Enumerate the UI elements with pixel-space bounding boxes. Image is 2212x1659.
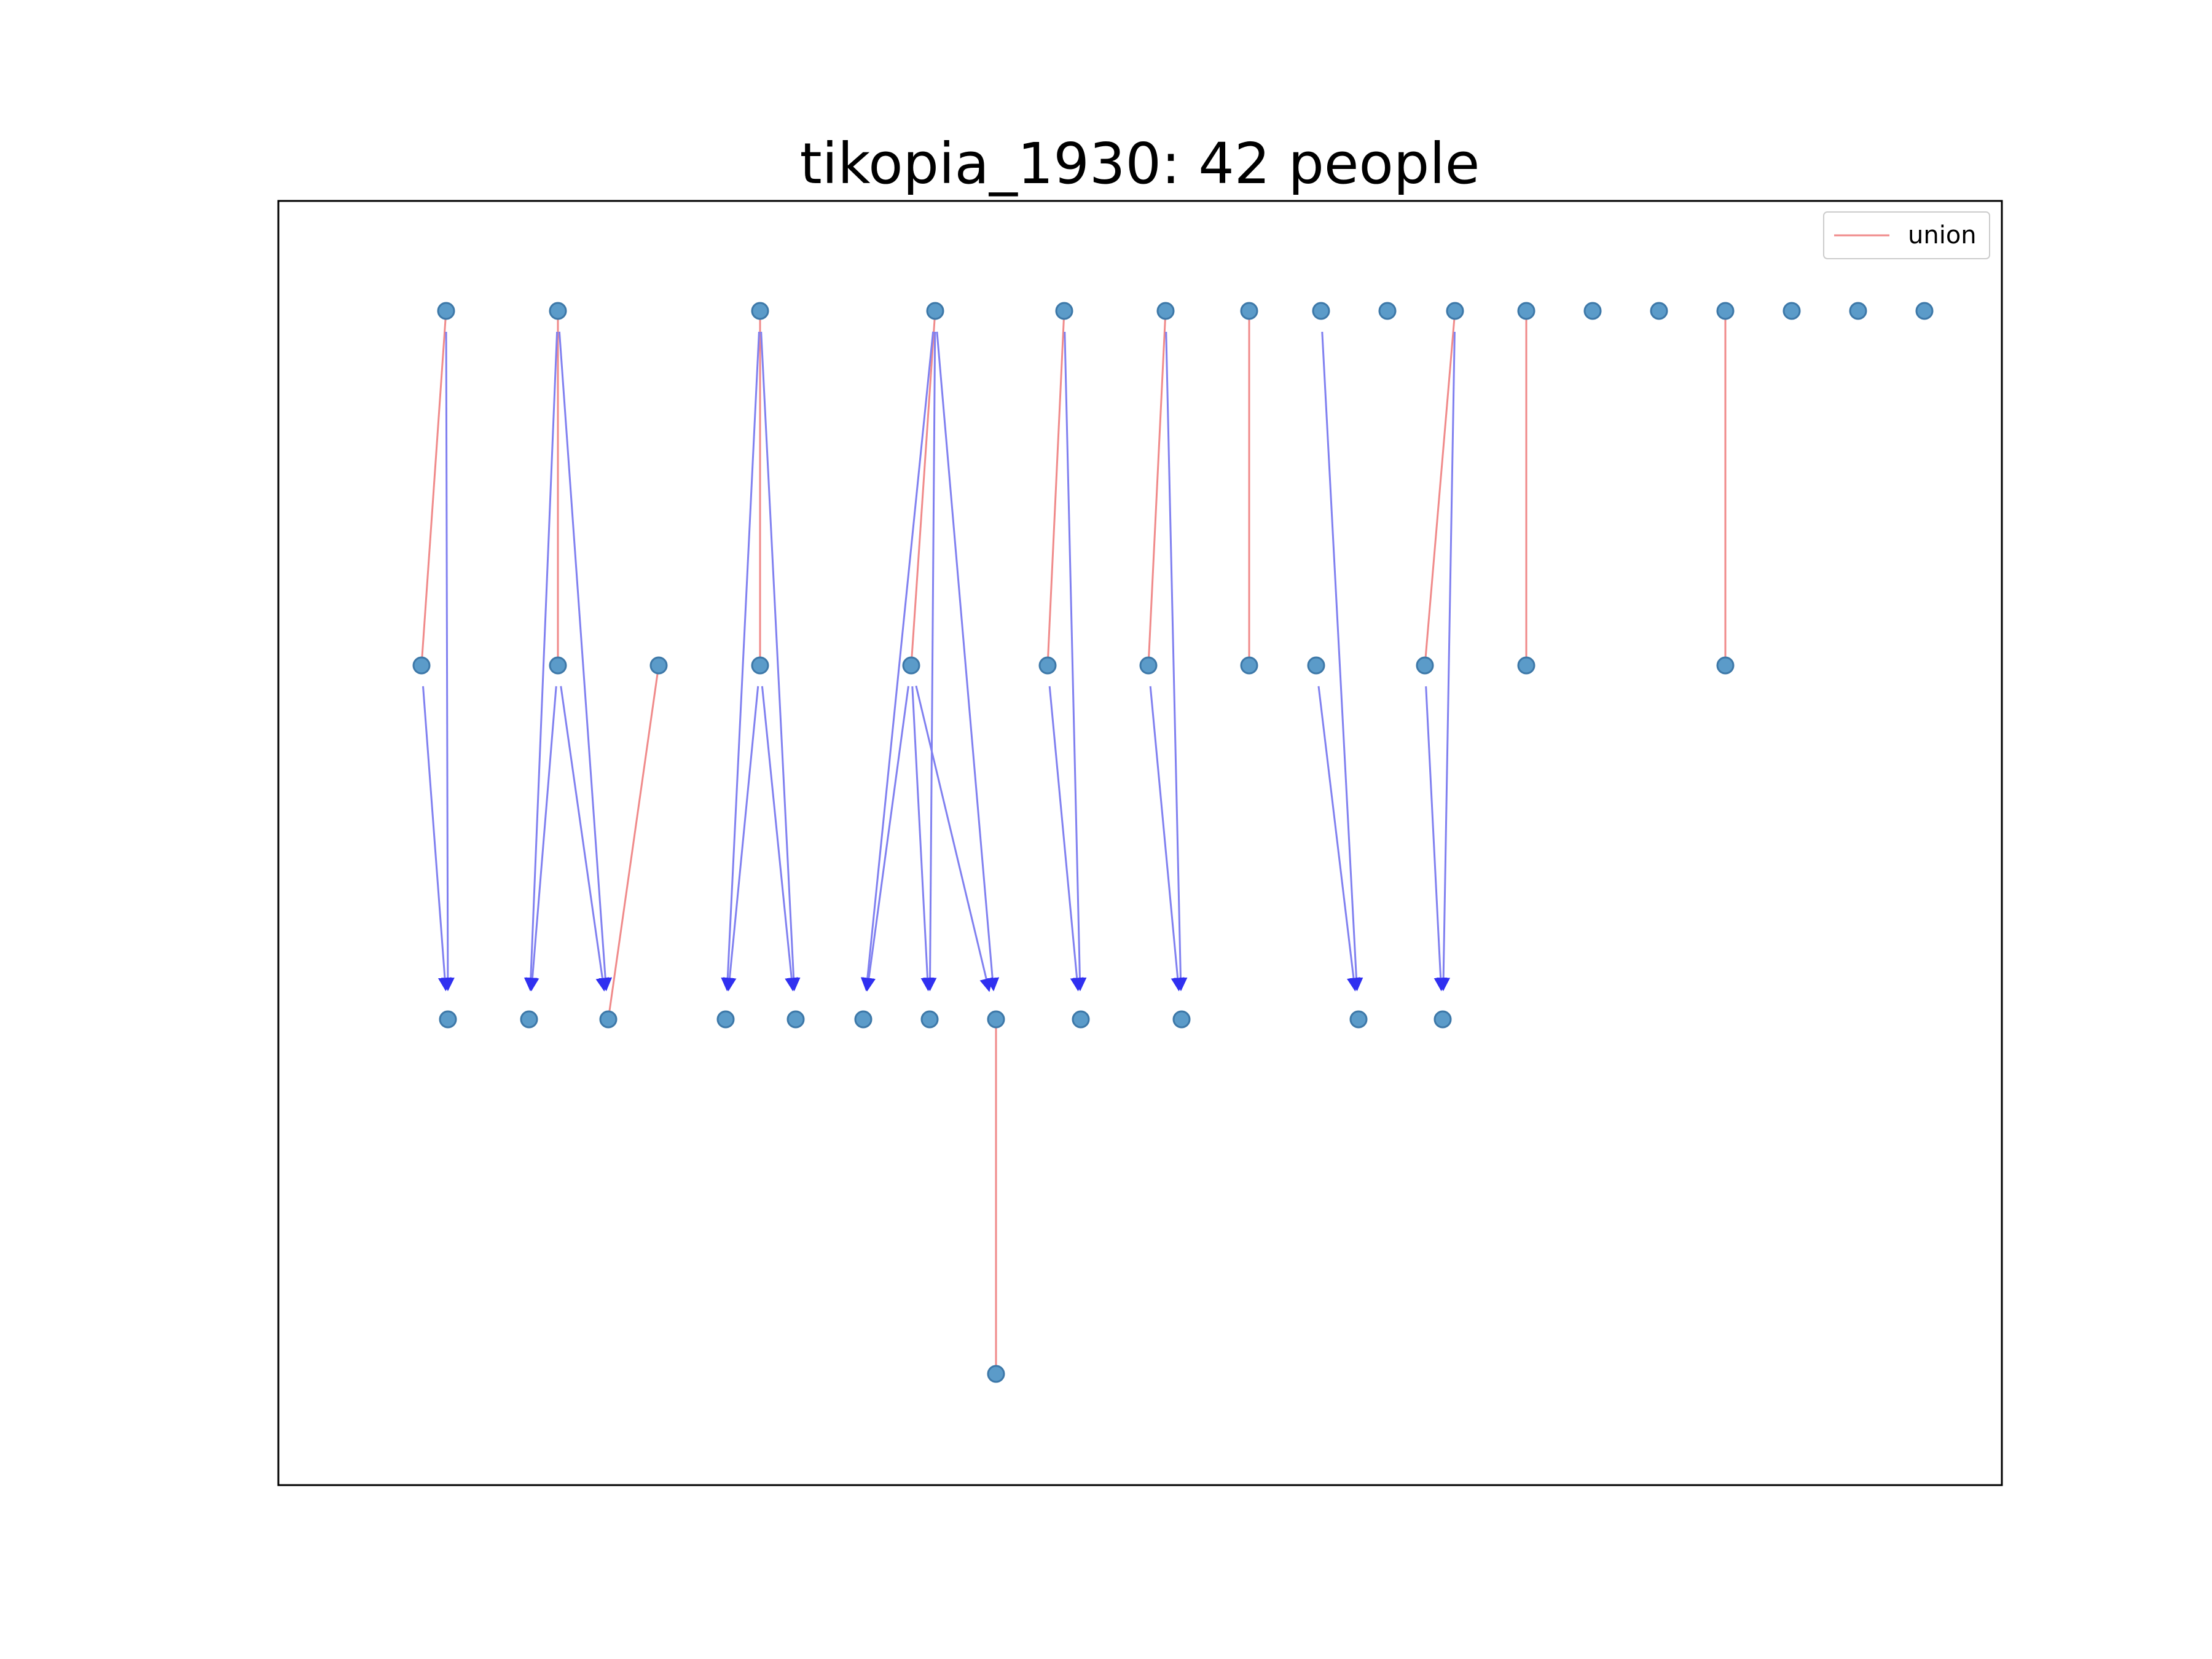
descent-edge	[422, 686, 452, 992]
person-node	[1849, 302, 1867, 320]
legend-union-label: union	[1908, 221, 1977, 249]
descent-edge	[721, 331, 760, 992]
union-edge	[910, 310, 936, 666]
person-node	[1055, 302, 1073, 320]
descent-edge	[524, 331, 559, 992]
descent-edge	[1048, 686, 1084, 992]
person-node	[854, 1010, 873, 1029]
person-node	[549, 302, 567, 320]
descent-edge	[558, 331, 613, 992]
person-node	[987, 1010, 1005, 1029]
diagram-title: tikopia_1930: 42 people	[800, 131, 1480, 197]
person-node	[902, 656, 920, 675]
descent-edge	[723, 686, 759, 992]
descent-edge	[1321, 331, 1363, 992]
descent-edge	[1317, 686, 1360, 992]
person-node	[549, 656, 567, 675]
person-node	[1307, 656, 1325, 675]
person-node	[1716, 656, 1735, 675]
person-node	[1446, 302, 1464, 320]
person-node	[437, 302, 455, 320]
person-node	[1240, 656, 1258, 675]
descent-edge	[525, 686, 557, 992]
person-node	[987, 1365, 1005, 1383]
person-node	[1517, 302, 1535, 320]
descent-edge	[1165, 331, 1188, 992]
person-node	[1433, 1010, 1452, 1029]
person-node	[649, 656, 668, 675]
descent-edge	[1425, 686, 1448, 992]
union-edge	[607, 665, 660, 1020]
union-edge	[1046, 310, 1065, 666]
person-node	[920, 1010, 939, 1029]
descent-edge	[923, 331, 937, 992]
descent-edge	[761, 686, 799, 992]
person-nodes	[412, 302, 1934, 1383]
descent-edges	[422, 331, 1456, 992]
legend: union	[1823, 211, 1990, 259]
person-node	[751, 302, 769, 320]
person-node	[751, 656, 769, 675]
union-edge	[420, 310, 447, 666]
descent-edge	[560, 686, 610, 992]
person-node	[1416, 656, 1434, 675]
person-node	[439, 1010, 457, 1029]
person-node	[716, 1010, 735, 1029]
person-node	[1583, 302, 1602, 320]
descent-edge	[1437, 331, 1456, 992]
person-node	[1650, 302, 1668, 320]
person-node	[1915, 302, 1934, 320]
descent-edge	[911, 686, 935, 992]
person-node	[1716, 302, 1735, 320]
descent-edge	[760, 331, 801, 992]
descent-edge	[936, 331, 1000, 992]
person-node	[1312, 302, 1330, 320]
person-node	[520, 1010, 538, 1029]
descent-edge	[1149, 686, 1185, 992]
person-node	[1139, 656, 1158, 675]
person-node	[1038, 656, 1057, 675]
person-node	[1072, 1010, 1090, 1029]
legend-box	[1823, 211, 1990, 259]
person-node	[786, 1010, 805, 1029]
person-node	[412, 656, 431, 675]
descent-edge	[862, 686, 909, 992]
person-node	[1172, 1010, 1191, 1029]
descent-edge	[860, 331, 935, 992]
person-node	[1783, 302, 1801, 320]
union-edges	[420, 310, 1727, 1374]
union-edge	[1424, 310, 1456, 666]
person-node	[1349, 1010, 1368, 1029]
person-node	[926, 302, 944, 320]
person-node	[1156, 302, 1175, 320]
person-node	[1378, 302, 1397, 320]
person-node	[1517, 656, 1535, 675]
union-edge	[1147, 310, 1167, 666]
descent-edge	[1064, 331, 1087, 992]
descent-edge	[915, 685, 993, 992]
descent-edge	[441, 331, 455, 992]
person-node	[1240, 302, 1258, 320]
person-node	[599, 1010, 618, 1029]
plot-frame	[277, 200, 2003, 1486]
